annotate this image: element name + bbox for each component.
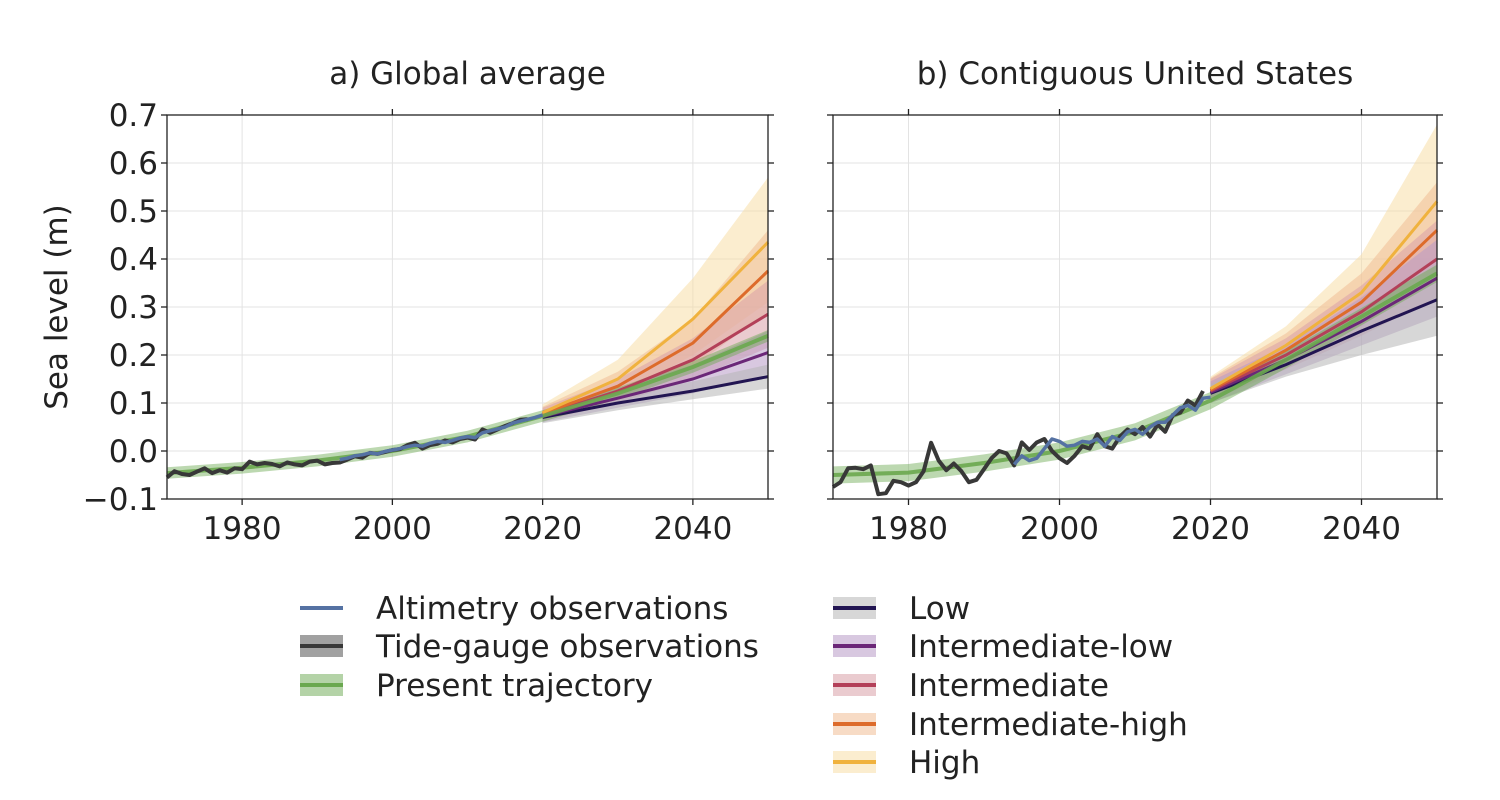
x-tick-label: 2020 xyxy=(1171,511,1250,547)
x-tick-label: 1980 xyxy=(869,511,948,547)
x-tick-label: 2040 xyxy=(1322,511,1401,547)
x-tick-label: 2000 xyxy=(353,511,432,547)
line-altimetry xyxy=(1012,395,1211,466)
panel-contiguous-us: 1980 2000 2020 2040 b) Contiguous United Sta… xyxy=(827,56,1443,547)
line-high xyxy=(1209,200,1439,390)
line-intermediate xyxy=(1209,257,1438,393)
panel-global-average: 1980 2000 2020 2040 −0.1 0.0 0.1 0.2 0.3 0.4 0.5 0.… xyxy=(39,56,774,547)
legend-label-present-trajectory: Present trajectory xyxy=(376,668,653,704)
legend-label-intermediate-low: Intermediate-low xyxy=(909,629,1173,665)
legend-label-intermediate: Intermediate xyxy=(909,668,1109,704)
line-low xyxy=(542,375,769,419)
line-intermediate-high xyxy=(1209,229,1439,392)
y-axis-label: Sea level (m) xyxy=(39,204,75,410)
panel-title: b) Contiguous United States xyxy=(917,56,1354,92)
line-intermediate-high xyxy=(542,269,770,416)
y-tick-label: 0.5 xyxy=(109,194,158,230)
x-tick-label: 2020 xyxy=(503,511,582,547)
band-low xyxy=(542,364,768,424)
y-tick-label: 0.4 xyxy=(109,242,158,278)
line-intermediate-low xyxy=(1209,276,1438,394)
y-tick-label: 0.1 xyxy=(109,386,158,422)
legend-label-intermediate-high: Intermediate-high xyxy=(909,707,1188,743)
y-tick-label: 0.2 xyxy=(109,338,158,374)
x-tick-label: 2040 xyxy=(653,511,732,547)
x-tick-label: 1980 xyxy=(203,511,282,547)
band-present-trajectory xyxy=(833,264,1437,484)
line-tide-gauge xyxy=(831,390,1205,497)
line-altimetry xyxy=(339,413,544,462)
x-tick-label: 2000 xyxy=(1020,511,1099,547)
line-tide-gauge xyxy=(165,417,528,479)
band-intermediate-high xyxy=(1210,182,1437,401)
y-tick-label: 0.7 xyxy=(109,98,158,134)
band-present-trajectory xyxy=(167,330,768,479)
line-intermediate-low xyxy=(542,351,769,418)
panel-title: a) Global average xyxy=(329,56,606,92)
line-high xyxy=(541,241,770,414)
y-tick-label: 0.6 xyxy=(109,146,158,182)
legend-label-high: High xyxy=(909,745,980,781)
legend-label-tide-gauge: Tide-gauge observations xyxy=(375,629,759,665)
y-tick-label: 0.0 xyxy=(109,434,158,470)
legend-label-altimetry: Altimetry observations xyxy=(376,591,728,627)
y-tick-label: −0.1 xyxy=(83,482,158,518)
y-tick-label: 0.3 xyxy=(109,290,158,326)
legend-label-low: Low xyxy=(909,591,970,627)
